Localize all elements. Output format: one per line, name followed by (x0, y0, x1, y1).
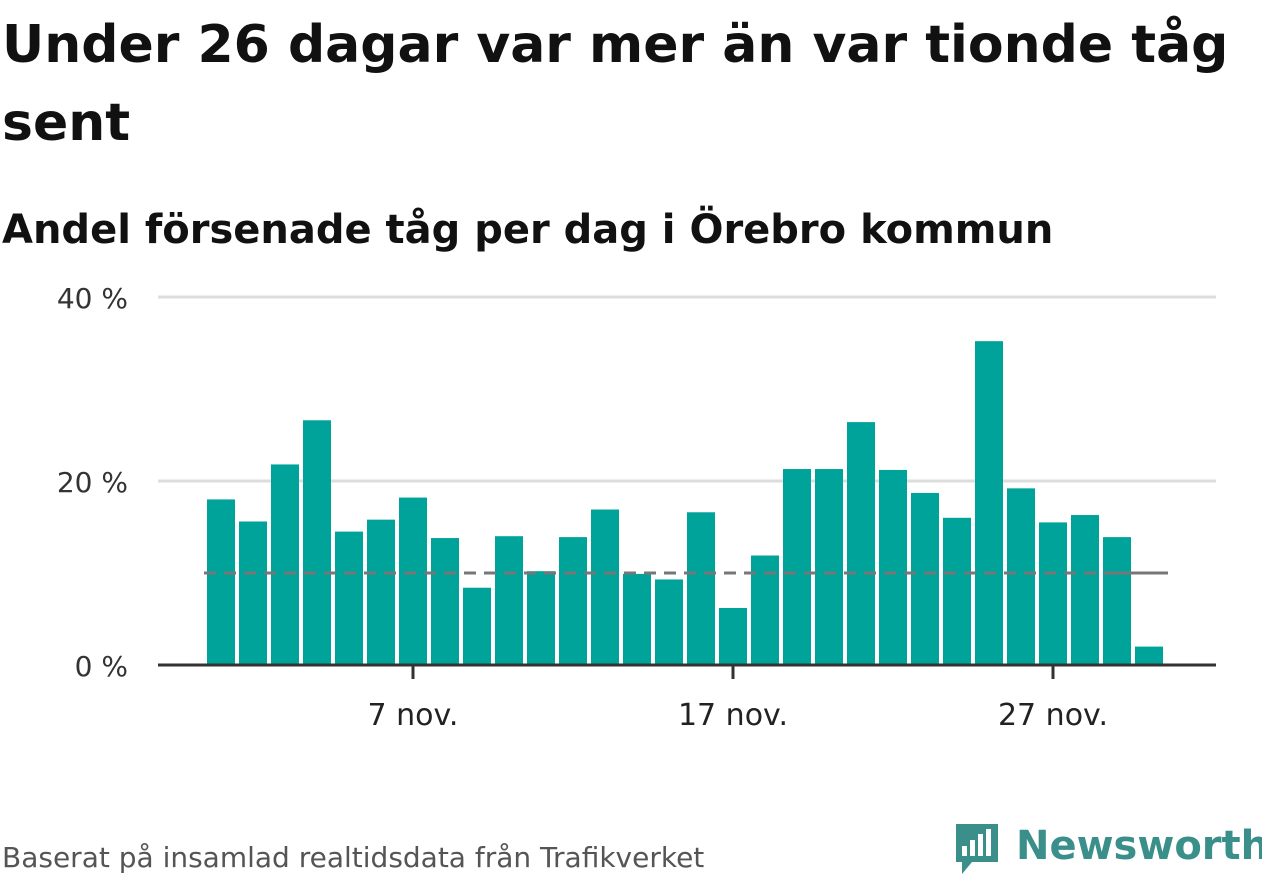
label-layer: 0 % 20 % 40 % 7 nov. 17 nov. 27 nov. (57, 282, 1108, 733)
y-tick-label: 20 % (57, 466, 128, 499)
bar-19nov (783, 469, 811, 665)
bar-26nov (1007, 488, 1035, 665)
bar-25nov (975, 341, 1003, 665)
bar-7nov (399, 497, 427, 665)
bar-15nov (655, 579, 683, 665)
bar-20nov (815, 469, 843, 665)
brand-logo-group: Newsworthy (950, 818, 1262, 878)
bar-27nov (1039, 522, 1067, 665)
bar-9nov (463, 587, 491, 665)
bar-chart: 0 % 20 % 40 % 7 nov. 17 nov. 27 nov. (57, 282, 1216, 733)
bar-3nov (271, 464, 299, 665)
bar-29nov (1103, 537, 1131, 665)
bar-21nov (847, 422, 875, 665)
bar-22nov (879, 469, 907, 665)
y-tick-label: 0 % (75, 650, 128, 683)
axis-layer (158, 663, 1216, 679)
x-tick-label: 27 nov. (998, 698, 1108, 733)
bar-8nov (431, 538, 459, 665)
chart-title: Under 26 dagar var mer än var tionde tåg… (2, 15, 1229, 153)
x-tick-label: 7 nov. (368, 698, 459, 733)
bar-30nov (1135, 646, 1163, 665)
y-tick-label: 40 % (57, 282, 128, 315)
bar-24nov (943, 517, 971, 665)
bar-10nov (495, 536, 523, 665)
bar-28nov (1071, 515, 1099, 665)
brand-name: Newsworthy (1016, 823, 1262, 869)
bar-4nov (303, 420, 331, 665)
x-tick-label: 17 nov. (678, 698, 788, 733)
bar-12nov (559, 537, 587, 665)
bar-6nov (367, 519, 395, 665)
bar-1nov (207, 499, 235, 665)
grid-layer (158, 295, 1216, 483)
bar-5nov (335, 531, 363, 665)
chart-subtitle: Andel försenade tåg per dag i Örebro kom… (2, 207, 1054, 253)
bar-16nov (687, 512, 715, 665)
bar-17nov (719, 607, 747, 665)
bar-layer (207, 341, 1163, 665)
bar-11nov (527, 571, 555, 665)
bar-13nov (591, 509, 619, 665)
bar-2nov (239, 521, 267, 665)
bar-14nov (623, 573, 651, 665)
bar-23nov (911, 492, 939, 665)
source-note: Baserat på insamlad realtidsdata från Tr… (2, 841, 705, 874)
newsworthy-logo-icon (956, 824, 998, 874)
